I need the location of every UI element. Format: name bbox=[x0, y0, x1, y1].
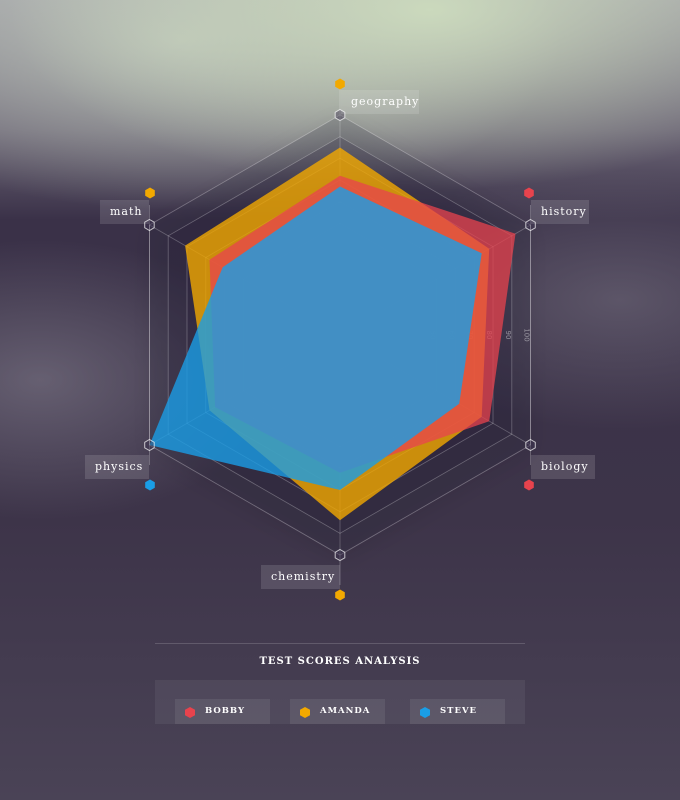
scale-tick-label: 100 bbox=[523, 328, 531, 341]
axis-label-math: math bbox=[100, 200, 149, 224]
axis-label-biology: biology bbox=[531, 455, 595, 479]
axis-marker-hexagon-icon bbox=[335, 589, 345, 601]
legend-label: AMANDA bbox=[320, 706, 371, 716]
chart-title: TEST SCORES ANALYSIS bbox=[259, 656, 421, 667]
legend-hexagon-icon bbox=[420, 707, 430, 718]
legend-item-amanda[interactable]: AMANDA bbox=[290, 699, 385, 724]
axis-marker-hexagon-icon bbox=[145, 479, 155, 491]
legend-label: STEVE bbox=[440, 706, 478, 716]
axis-label-physics: physics bbox=[85, 455, 149, 479]
legend-item-steve[interactable]: STEVE bbox=[410, 699, 505, 724]
legend: BOBBY AMANDA STEVE bbox=[155, 680, 525, 724]
legend-hexagon-icon bbox=[300, 707, 310, 718]
axis-marker-hexagon-icon bbox=[145, 187, 155, 199]
axis-marker-hexagon-icon bbox=[335, 78, 345, 90]
axis-marker-hexagon-icon bbox=[524, 479, 534, 491]
scale-tick-label: 90 bbox=[504, 331, 512, 340]
series-area-steve bbox=[149, 186, 482, 490]
axis-marker-hexagon-icon bbox=[524, 187, 534, 199]
legend-item-bobby[interactable]: BOBBY bbox=[175, 699, 270, 724]
axis-node-hexagon bbox=[334, 548, 346, 562]
axis-node-hexagon bbox=[144, 438, 155, 452]
axis-label-history: history bbox=[531, 200, 589, 224]
legend-label: BOBBY bbox=[205, 706, 246, 716]
axis-label-chemistry: chemistry bbox=[261, 565, 340, 589]
title-divider bbox=[155, 643, 525, 644]
axis-label-geography: geography bbox=[341, 90, 419, 114]
axis-node-hexagon bbox=[525, 438, 536, 452]
legend-hexagon-icon bbox=[185, 707, 195, 718]
axis-node-hexagon bbox=[334, 108, 346, 122]
axis-node-hexagon bbox=[144, 218, 155, 232]
axis-node-hexagon bbox=[525, 218, 536, 232]
